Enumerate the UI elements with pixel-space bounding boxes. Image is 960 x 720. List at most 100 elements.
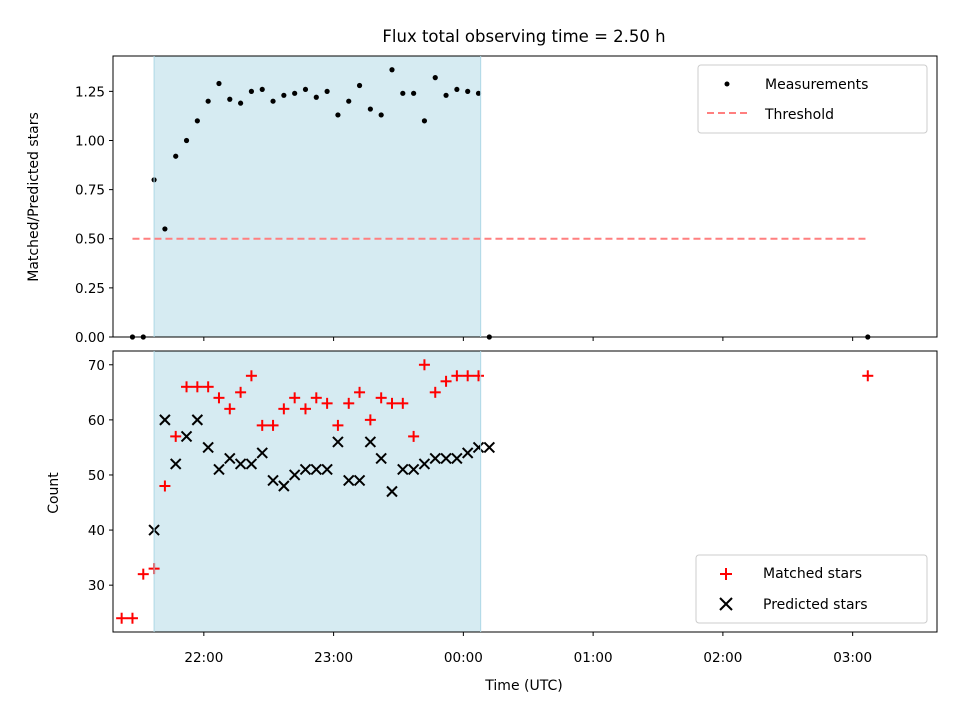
legend-measurements-label: Measurements [765, 77, 868, 93]
y-tick-label: 0.00 [75, 330, 105, 346]
x-tick-label: 22:00 [184, 650, 223, 666]
matched-point [235, 386, 247, 398]
bottom-data-marks [116, 359, 874, 624]
predicted-point [440, 452, 452, 465]
matched-point [224, 403, 236, 415]
chart-title: Flux total observing time = 2.50 h [382, 27, 665, 46]
measurement-point [248, 88, 255, 94]
top-plot-frame [112, 55, 938, 338]
top-ylabel: Matched/Predicted stars [26, 112, 42, 282]
matched-point [418, 359, 430, 371]
measurement-point [205, 98, 211, 104]
matched-point [440, 375, 452, 387]
measurement-point [313, 94, 319, 100]
measurement-point [216, 80, 222, 87]
measurement-point [335, 112, 341, 118]
y-tick-label: 0.75 [75, 183, 105, 199]
bottom-ylabel: Count [46, 472, 62, 514]
matched-point [245, 370, 257, 382]
predicted-point [170, 458, 182, 470]
measurement-point [367, 106, 373, 112]
measurement-point [465, 88, 471, 94]
matched-point [354, 386, 366, 398]
predicted-point [159, 414, 171, 426]
predicted-point [234, 458, 247, 470]
matched-point [408, 430, 420, 442]
matched-point [126, 612, 138, 624]
y-tick-label: 1.25 [75, 84, 105, 100]
matched-point [397, 397, 409, 409]
x-tick-label: 01:00 [574, 650, 613, 666]
measurement-point [356, 82, 363, 89]
predicted-point [191, 414, 204, 426]
top-x-ticks [203, 337, 854, 341]
predicted-point [224, 452, 236, 465]
measurement-point [400, 90, 406, 96]
measurement-point [162, 226, 168, 232]
measurement-point [324, 88, 330, 94]
predicted-point [461, 447, 474, 459]
predicted-point [353, 474, 366, 487]
matched-point [473, 370, 485, 382]
top-data-marks [129, 67, 871, 340]
predicted-point [429, 452, 441, 465]
x-tick-label: 03:00 [833, 650, 872, 666]
measurement-point [173, 153, 179, 159]
measurement-point [270, 98, 276, 104]
x-tick-label: 23:00 [314, 650, 353, 666]
matched-point [181, 381, 193, 393]
matched-point [137, 568, 149, 580]
matched-point [213, 392, 225, 404]
measurement-point [281, 92, 287, 98]
matched-point [429, 386, 441, 398]
matched-point [332, 419, 344, 431]
matched-point [170, 430, 182, 442]
measurement-point [432, 75, 438, 81]
matched-point [862, 370, 874, 382]
measurement-point [443, 92, 449, 98]
predicted-point [451, 452, 463, 465]
matched-point [375, 392, 387, 404]
matched-point [191, 381, 203, 393]
predicted-point [375, 452, 387, 465]
bottom-legend-box [695, 554, 928, 624]
predicted-point [310, 463, 323, 476]
y-tick-label: 0.50 [75, 232, 105, 248]
predicted-point [364, 436, 377, 448]
measurement-point [227, 96, 233, 102]
predicted-point [299, 463, 312, 476]
measurement-point [302, 86, 309, 93]
predicted-point [386, 485, 398, 498]
predicted-point [397, 463, 409, 476]
y-tick-label: 30 [88, 578, 105, 594]
matched-point [278, 403, 290, 415]
matched-point [321, 397, 333, 409]
legend-measurements-marker [724, 81, 730, 87]
predicted-point [278, 480, 290, 492]
legend-matched-marker [720, 568, 732, 580]
predicted-point [343, 474, 355, 487]
measurement-point [389, 67, 395, 73]
predicted-point [483, 441, 496, 454]
measurement-point [194, 118, 200, 124]
matched-point [159, 480, 171, 492]
legend-matched-label: Matched stars [763, 566, 862, 582]
matched-point [343, 397, 355, 409]
predicted-point [245, 458, 258, 470]
predicted-point [418, 458, 431, 470]
top-legend: Measurements Threshold [697, 64, 928, 134]
legend-predicted-marker [719, 597, 733, 611]
predicted-point [256, 447, 268, 459]
legend-predicted-label: Predicted stars [763, 597, 868, 613]
top-y-ticks: 0.00 0.25 0.50 0.75 1.00 1.25 [75, 84, 113, 346]
measurement-point [346, 98, 352, 104]
x-tick-label: 02:00 [703, 650, 742, 666]
matched-point [202, 381, 214, 393]
measurement-point [238, 100, 244, 106]
matched-point [451, 370, 463, 382]
predicted-point [407, 463, 420, 476]
predicted-point [321, 463, 333, 476]
measurement-point [421, 118, 428, 124]
predicted-point [202, 441, 214, 454]
bottom-xlabel: Time (UTC) [484, 678, 562, 694]
